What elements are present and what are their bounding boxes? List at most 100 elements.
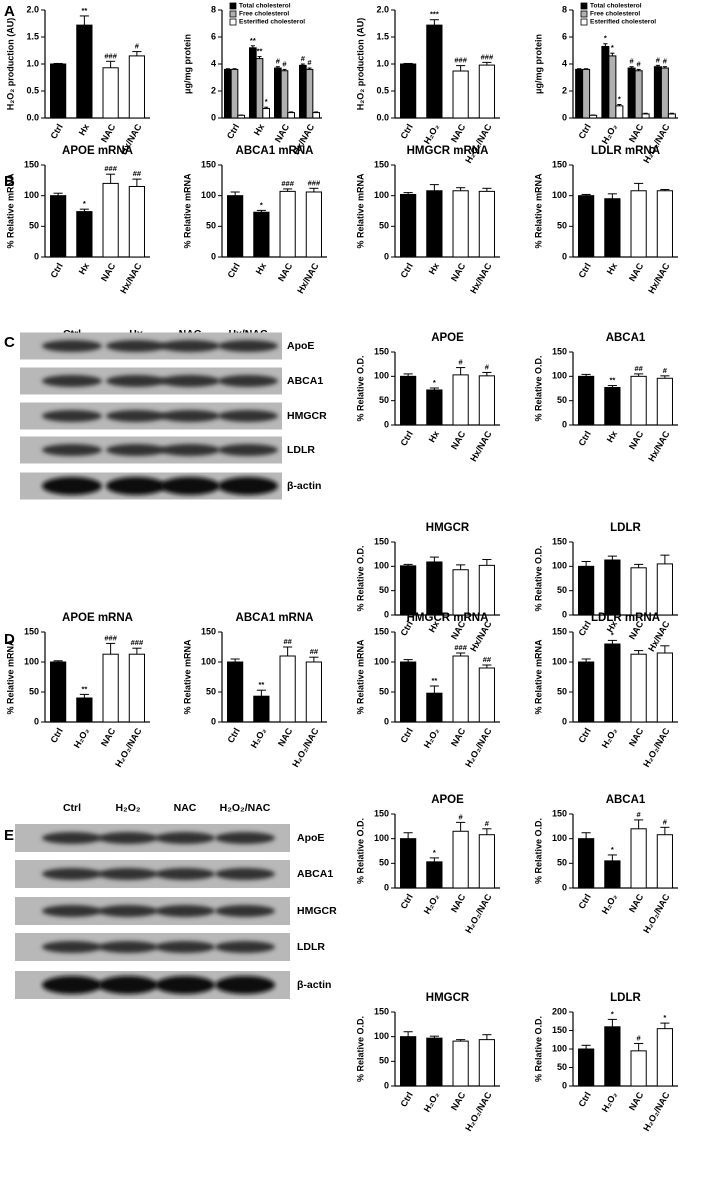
y-tick-label: 50 [206, 221, 216, 231]
blot-band [218, 340, 278, 352]
x-tick-label: Hx [77, 261, 91, 276]
y-tick-label: 100 [552, 561, 567, 571]
x-tick-label: NAC [276, 726, 295, 748]
x-tick-label: NAC [99, 726, 118, 748]
y-tick-label: 50 [379, 686, 389, 696]
y-tick-label: 150 [552, 808, 567, 818]
legend-swatch [229, 2, 237, 10]
bar [604, 860, 621, 889]
bar [630, 190, 647, 258]
y-tick-label: 200 [552, 1006, 567, 1016]
significance-label: ## [634, 364, 643, 373]
y-tick-label: 0.0 [26, 112, 39, 122]
bar [578, 1048, 595, 1087]
bar [589, 114, 598, 119]
significance-label: * [433, 378, 436, 387]
y-tick-label: 0 [384, 609, 389, 619]
bar [478, 667, 495, 723]
bar [305, 191, 322, 258]
bar [227, 661, 244, 723]
bar [578, 661, 595, 723]
x-tick-label: Ctrl [577, 1090, 593, 1108]
lane-label: Ctrl [63, 802, 81, 814]
y-axis-label: μg/mg protein [533, 34, 543, 94]
x-tick-label: H₂O₂/NAC [641, 726, 672, 769]
significance-label: ### [104, 633, 117, 642]
band-label: LDLR [287, 444, 315, 456]
blot-band [215, 976, 275, 994]
x-tick-label: Ctrl [49, 122, 65, 140]
y-axis-label: % Relative O.D. [355, 355, 365, 421]
bar [400, 838, 417, 889]
y-tick-label: 50 [557, 585, 567, 595]
x-tick-label: Hx [605, 261, 619, 276]
y-tick-label: 50 [29, 221, 39, 231]
bar [305, 68, 314, 119]
significance-label: *** [430, 10, 439, 19]
chart-title: ABCA1 [606, 794, 646, 806]
legend-label: Total cholesterol [239, 3, 291, 10]
x-tick-label: Ctrl [226, 726, 242, 744]
significance-label: # [307, 58, 312, 67]
significance-label: ** [250, 36, 256, 45]
bar [630, 828, 647, 889]
y-tick-label: 150 [374, 159, 389, 169]
blot-band [42, 941, 102, 953]
y-tick-label: 50 [557, 1062, 567, 1072]
chart-title: APOE [431, 332, 464, 344]
significance-label: ### [131, 638, 144, 647]
y-tick-label: 0 [384, 882, 389, 892]
bar [452, 190, 469, 258]
x-tick-label: NAC [276, 261, 295, 283]
y-tick-label: 100 [552, 833, 567, 843]
significance-label: * [260, 200, 263, 209]
band-label: β-actin [287, 480, 321, 492]
chart-title: LDLR mRNA [591, 612, 660, 624]
x-tick-label: Hx [427, 261, 441, 276]
blot-band [106, 375, 166, 387]
x-tick-label: NAC [99, 261, 118, 283]
blot-band [98, 868, 158, 880]
bar [400, 661, 417, 723]
y-tick-label: 50 [557, 858, 567, 868]
bar [227, 195, 244, 258]
chart-title: LDLR [610, 992, 641, 1004]
bar [452, 374, 469, 426]
y-axis-label: % Relative O.D. [533, 355, 543, 421]
bar [604, 1026, 621, 1087]
bar [305, 661, 322, 723]
significance-label: ### [281, 179, 294, 188]
blot-band [160, 477, 220, 495]
bar [667, 113, 676, 119]
bar [452, 70, 469, 119]
significance-label: ** [258, 680, 264, 689]
y-tick-label: 6 [211, 31, 216, 41]
significance-label: ### [104, 51, 117, 60]
y-tick-label: 1.0 [376, 58, 389, 68]
band-label: ABCA1 [287, 375, 323, 387]
bar [653, 66, 662, 119]
x-tick-label: NAC [99, 122, 118, 144]
y-axis-label: % Relative mRNA [5, 173, 15, 249]
bar [452, 655, 469, 723]
y-tick-label: 0 [34, 716, 39, 726]
chart-title: APOE [431, 794, 464, 806]
bar [478, 564, 495, 616]
chart-title: LDLR mRNA [591, 145, 660, 157]
y-tick-label: 0 [384, 419, 389, 429]
bar [634, 70, 643, 119]
y-tick-label: 0.5 [376, 85, 389, 95]
blot-band [42, 868, 102, 880]
blot-band [155, 941, 215, 953]
x-tick-label: Hx/NAC [468, 429, 494, 463]
bar [627, 67, 636, 119]
y-tick-label: 150 [552, 159, 567, 169]
y-tick-label: 0 [384, 716, 389, 726]
significance-label: * [433, 848, 436, 857]
x-tick-label: Ctrl [225, 122, 241, 140]
bar [426, 692, 443, 723]
significance-label: # [282, 59, 287, 68]
significance-label: ** [257, 47, 263, 56]
bar [426, 190, 443, 258]
bar [630, 375, 647, 426]
